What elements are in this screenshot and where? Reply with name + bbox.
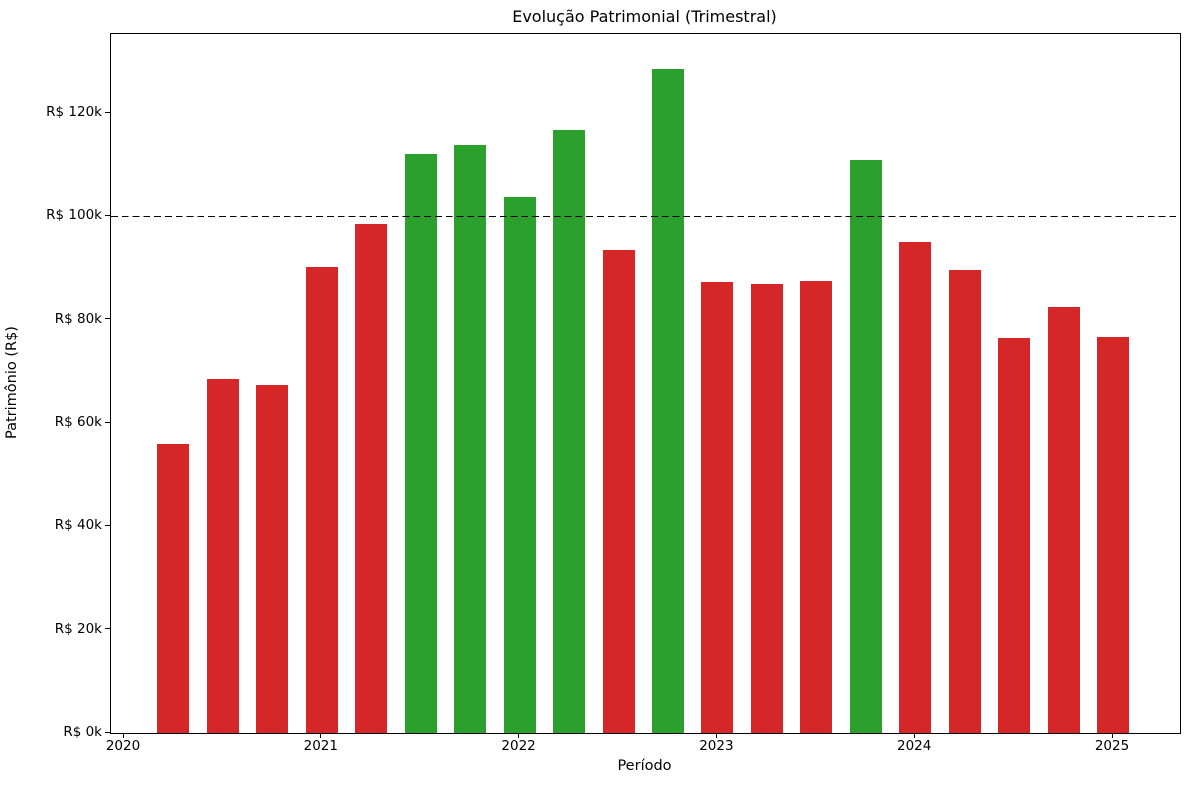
bar-2021-Q4 — [454, 145, 487, 733]
bar-2024-Q2 — [948, 270, 981, 733]
x-axis-label: Período — [617, 758, 672, 774]
bar-2023-Q2 — [750, 284, 783, 733]
y-tick-label: R$ 40k — [54, 517, 102, 534]
chart-title: Evolução Patrimonial (Trimestral) — [512, 7, 777, 26]
y-tick-label: R$ 60k — [54, 414, 102, 431]
y-tick-mark — [105, 628, 110, 630]
x-tick-mark — [518, 733, 520, 738]
x-tick-label: 2022 — [501, 738, 536, 754]
bar-2023-Q3 — [800, 280, 833, 733]
bar-2022-Q2 — [553, 130, 586, 733]
y-tick-mark — [105, 421, 110, 423]
bar-2024-Q1 — [899, 242, 932, 733]
bar-2023-Q4 — [849, 160, 882, 733]
y-tick-mark — [105, 111, 110, 113]
bar-2022-Q4 — [651, 68, 684, 733]
x-tick-mark — [913, 733, 915, 738]
x-tick-mark — [320, 733, 322, 738]
x-tick-label: 2024 — [897, 738, 932, 754]
y-tick-label: R$ 120k — [46, 104, 102, 121]
bar-2024-Q4 — [1047, 306, 1080, 733]
x-tick-mark — [715, 733, 717, 738]
y-tick-label: R$ 0k — [63, 724, 102, 740]
y-tick-mark — [105, 318, 110, 320]
y-tick-label: R$ 20k — [54, 620, 102, 637]
x-tick-label: 2023 — [699, 738, 734, 754]
y-tick-mark — [105, 731, 110, 733]
bar-2020-Q2 — [157, 443, 190, 733]
bar-2023-Q1 — [701, 281, 734, 733]
bar-2024-Q3 — [998, 338, 1031, 733]
y-tick-label: R$ 100k — [46, 207, 102, 224]
x-tick-mark — [1111, 733, 1113, 738]
x-tick-mark — [122, 733, 124, 738]
bar-2022-Q3 — [602, 249, 635, 733]
x-tick-label: 2021 — [303, 738, 338, 754]
bar-2021-Q3 — [404, 153, 437, 733]
bar-2020-Q3 — [206, 379, 239, 733]
bar-2021-Q2 — [355, 223, 388, 733]
x-tick-label: 2020 — [105, 738, 141, 754]
bar-2022-Q1 — [503, 196, 536, 733]
y-tick-mark — [105, 214, 110, 216]
reference-line — [111, 215, 1180, 218]
bar-2025-Q1 — [1097, 336, 1129, 733]
bar-2021-Q1 — [305, 267, 338, 733]
y-tick-mark — [105, 524, 110, 526]
y-tick-label: R$ 80k — [54, 310, 102, 327]
bar-2020-Q4 — [256, 384, 289, 733]
x-tick-label: 2025 — [1094, 738, 1130, 754]
plot-area — [110, 33, 1181, 734]
